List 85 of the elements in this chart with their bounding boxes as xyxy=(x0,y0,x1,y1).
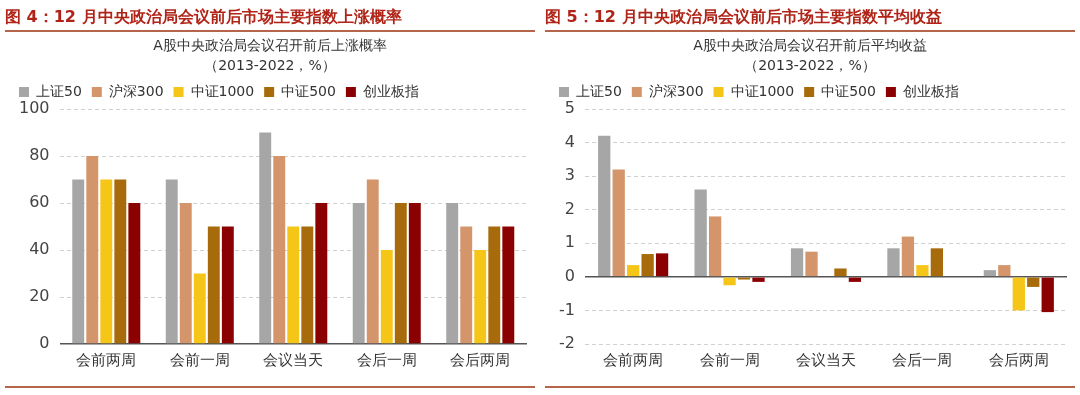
bar xyxy=(100,179,113,344)
y-tick-label: -2 xyxy=(559,333,575,353)
bar xyxy=(114,179,127,344)
bar xyxy=(408,203,421,344)
bar xyxy=(301,226,314,344)
bar xyxy=(259,132,272,344)
bar xyxy=(708,216,722,277)
legend-label: 沪深300 xyxy=(108,82,164,99)
bar xyxy=(983,270,997,277)
legend-label: 上证50 xyxy=(576,82,622,99)
x-tick-label: 会后两周 xyxy=(988,350,1049,369)
legend-label: 创业板指 xyxy=(362,82,419,99)
legend-label: 上证50 xyxy=(36,82,82,99)
bar xyxy=(627,265,640,277)
bar xyxy=(805,251,818,277)
bar xyxy=(352,203,365,344)
y-tick-label: 5 xyxy=(564,98,575,118)
bar xyxy=(655,253,669,277)
bar xyxy=(221,226,234,344)
bar xyxy=(488,226,501,344)
chart-subtitle: A股中央政治局会议召开前后平均收益（2013-2022，%） xyxy=(692,36,928,75)
bar xyxy=(694,189,707,277)
bar xyxy=(474,250,487,344)
bar xyxy=(1041,277,1054,313)
legend-label: 中证500 xyxy=(821,82,876,99)
bar xyxy=(273,156,286,344)
legend-label: 中证500 xyxy=(281,82,336,99)
bar xyxy=(165,179,178,344)
legend-label: 创业板指 xyxy=(902,82,959,99)
legend-label: 中证1000 xyxy=(190,82,255,99)
x-tick-label: 会后一周 xyxy=(892,350,953,369)
x-tick-label: 会前两周 xyxy=(76,350,137,369)
bar xyxy=(446,203,459,344)
x-tick-label: 会前一周 xyxy=(699,350,760,369)
y-tick-label: 1 xyxy=(564,232,575,252)
bar xyxy=(193,273,206,344)
bar xyxy=(790,248,804,277)
x-tick-label: 会前一周 xyxy=(169,350,230,369)
bar xyxy=(752,277,765,282)
bar xyxy=(86,156,99,344)
bar xyxy=(848,277,862,282)
bar xyxy=(1027,277,1040,287)
legend-label: 沪深300 xyxy=(648,82,704,99)
bar xyxy=(598,135,611,277)
chart-title: 图 4：12 月中央政治局会议前后市场主要指数上涨概率 xyxy=(5,4,535,32)
bar xyxy=(72,179,85,344)
bar xyxy=(502,226,515,344)
y-tick-label: 60 xyxy=(29,192,50,212)
x-tick-label: 会议当天 xyxy=(263,350,324,369)
bar xyxy=(207,226,220,344)
y-tick-label: 0 xyxy=(39,333,50,353)
legend-label: 中证1000 xyxy=(730,82,795,99)
bar xyxy=(998,265,1011,277)
x-tick-label: 会后两周 xyxy=(450,350,511,369)
y-tick-label: 3 xyxy=(564,165,575,185)
y-tick-label: 20 xyxy=(29,286,50,306)
y-tick-label: 4 xyxy=(564,131,575,151)
x-tick-label: 会前两周 xyxy=(603,350,664,369)
bar xyxy=(834,268,847,277)
y-tick-label: 2 xyxy=(564,198,575,218)
chart-title: 图 5：12 月中央政治局会议前后市场主要指数平均收益 xyxy=(545,4,1075,32)
bar xyxy=(460,226,473,344)
bar xyxy=(366,179,379,344)
chart-subtitle: A股中央政治局会议召开前后上涨概率（2013-2022，%） xyxy=(152,36,388,75)
bar xyxy=(916,265,929,277)
bar xyxy=(930,248,943,277)
bar xyxy=(887,248,900,277)
bar xyxy=(612,169,625,277)
bar xyxy=(179,203,192,344)
bar xyxy=(901,236,915,277)
x-tick-label: 会议当天 xyxy=(795,350,856,369)
bar xyxy=(394,203,407,344)
bar xyxy=(380,250,393,344)
y-tick-label: 40 xyxy=(29,239,50,259)
y-tick-label: -1 xyxy=(559,299,575,319)
y-tick-label: 80 xyxy=(29,145,50,165)
y-tick-label: 0 xyxy=(564,266,575,286)
bar xyxy=(128,203,141,344)
bar xyxy=(1012,277,1025,311)
bar xyxy=(315,203,328,344)
bar xyxy=(287,226,300,344)
y-tick-label: 100 xyxy=(18,98,50,118)
bar xyxy=(641,254,654,277)
x-tick-label: 会后一周 xyxy=(356,350,417,369)
bar xyxy=(723,277,736,286)
